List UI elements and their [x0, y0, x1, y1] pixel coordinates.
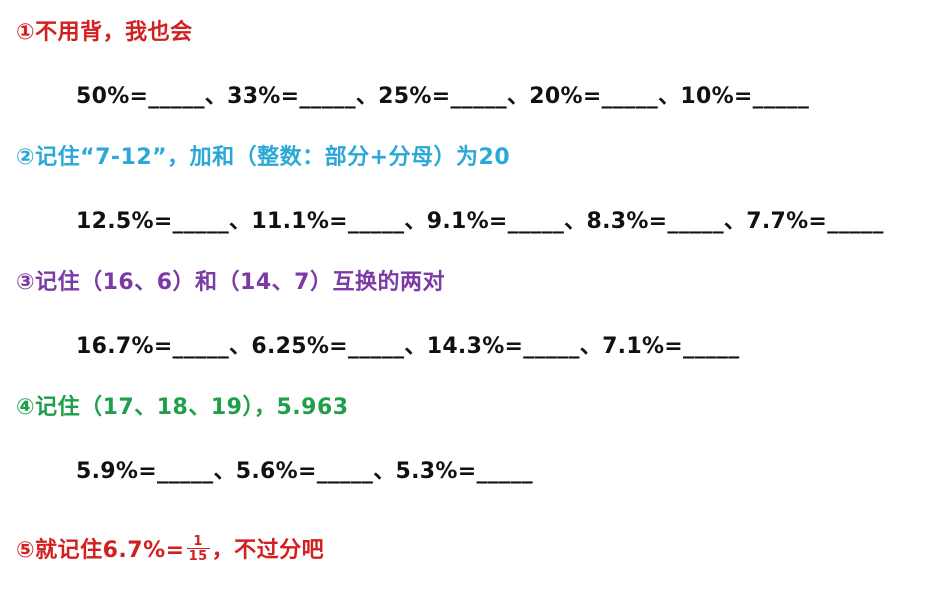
section-1-heading: ①不用背，我也会: [16, 20, 193, 45]
section-1-formula: 50%=_____、33%=_____、25%=_____、20%=_____、…: [76, 84, 810, 109]
fraction-denominator: 15: [188, 549, 208, 564]
section-5-heading-suffix: ，不过分吧: [211, 538, 325, 563]
section-3-heading: ③记住（16、6）和（14、7）互换的两对: [16, 270, 445, 295]
section-3-formula: 16.7%=_____、6.25%=_____、14.3%=_____、7.1%…: [76, 334, 740, 359]
section-5-heading-prefix: ⑤就记住6.7%=: [16, 538, 185, 563]
section-4-formula: 5.9%=_____、5.6%=_____、5.3%=_____: [76, 459, 533, 484]
fraction-numerator: 1: [186, 535, 210, 549]
section-5-heading: ⑤就记住6.7%= 1 15 ，不过分吧: [16, 532, 324, 565]
section-2-heading: ②记住“7-12”，加和（整数：部分+分母）为20: [16, 145, 511, 170]
fraction-one-fifteenth: 1 15: [186, 535, 210, 564]
section-4-heading: ④记住（17、18、19），5.963: [16, 395, 349, 420]
section-2-formula: 12.5%=_____、11.1%=_____、9.1%=_____、8.3%=…: [76, 209, 884, 234]
